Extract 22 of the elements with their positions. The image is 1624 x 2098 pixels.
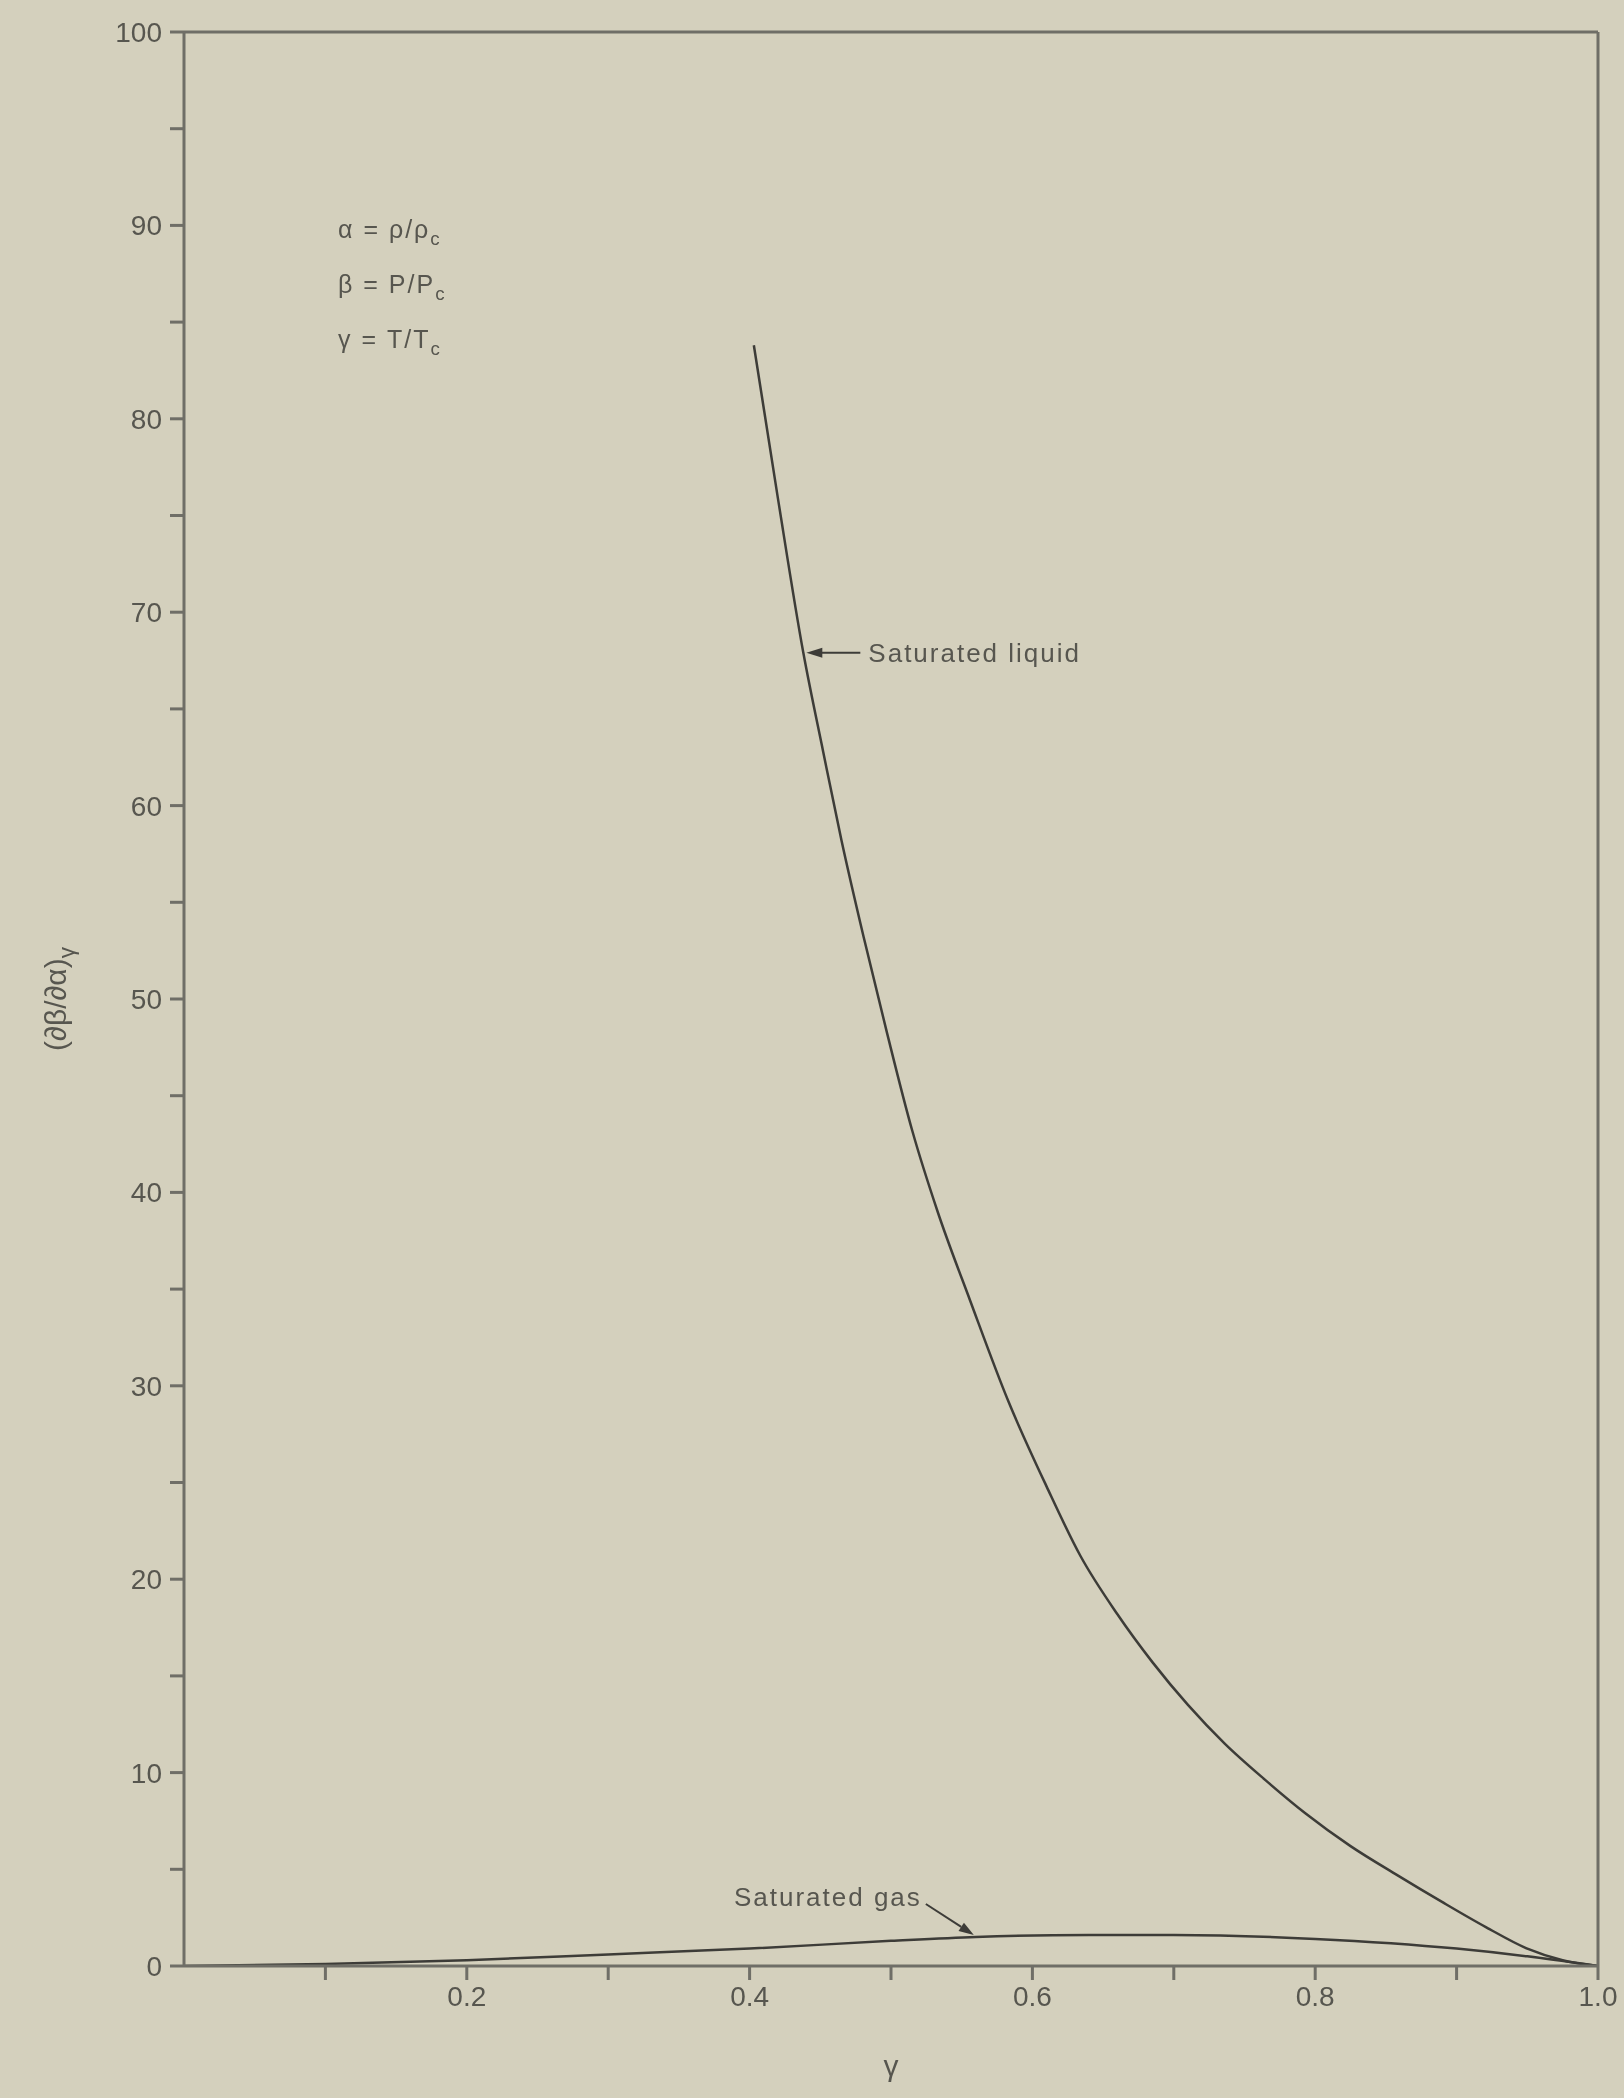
legend-label: Saturated liquid	[868, 637, 1082, 668]
y-tick-label: 70	[130, 597, 162, 629]
x-tick-label: 0.8	[1295, 1980, 1335, 2012]
y-tick-label: 0	[146, 1950, 162, 1982]
series-label: Saturated gas	[733, 1881, 922, 1912]
annotation: α = ρ/ρ$_{c}$	[338, 215, 442, 249]
y-tick-label: 50	[130, 983, 162, 1015]
x-tick-label: 0.2	[447, 1980, 487, 2012]
y-tick-label: 90	[130, 210, 162, 242]
y-tick-label: 20	[130, 1564, 162, 1596]
annotation: γ = T/T$_{c}$	[338, 325, 442, 359]
y-tick-label: 80	[130, 403, 162, 435]
y-tick-label: 60	[130, 790, 162, 822]
y-tick-label: 40	[130, 1177, 162, 1209]
x-axis-title: γ	[883, 2049, 899, 2082]
y-tick-label: 30	[130, 1370, 162, 1402]
x-tick-label: 0.4	[730, 1980, 770, 2012]
y-tick-label: 10	[130, 1757, 162, 1789]
x-tick-label: 0.6	[1012, 1980, 1052, 2012]
y-tick-label: 100	[115, 16, 162, 48]
x-tick-label: 1.0	[1578, 1980, 1618, 2012]
annotation: β = P/P$_{c}$	[338, 270, 447, 304]
